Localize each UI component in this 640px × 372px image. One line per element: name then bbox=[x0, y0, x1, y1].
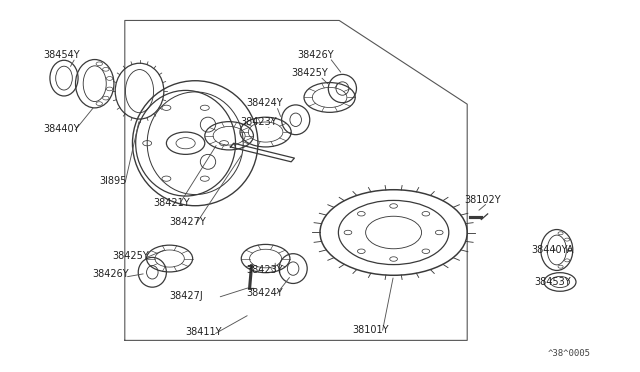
Text: 38424Y: 38424Y bbox=[246, 98, 283, 108]
Text: 38101Y: 38101Y bbox=[352, 325, 388, 335]
Text: 38427J: 38427J bbox=[170, 291, 204, 301]
Text: 38440YA: 38440YA bbox=[531, 245, 573, 255]
Text: 38423Y: 38423Y bbox=[246, 265, 283, 275]
Text: 38454Y: 38454Y bbox=[44, 49, 80, 60]
Text: 38453Y: 38453Y bbox=[534, 276, 571, 286]
Text: 38424Y: 38424Y bbox=[246, 288, 283, 298]
Text: 38425Y: 38425Y bbox=[291, 68, 328, 78]
Text: ^38^0005: ^38^0005 bbox=[547, 349, 590, 358]
Text: 38426Y: 38426Y bbox=[298, 49, 334, 60]
Text: 3l895: 3l895 bbox=[99, 176, 127, 186]
Text: 38421Y: 38421Y bbox=[154, 198, 190, 208]
Text: 38427Y: 38427Y bbox=[170, 217, 206, 227]
Text: 38102Y: 38102Y bbox=[464, 195, 500, 205]
Text: 38423Y: 38423Y bbox=[240, 116, 276, 126]
Text: 38425Y: 38425Y bbox=[112, 250, 148, 260]
Text: 38411Y: 38411Y bbox=[186, 327, 222, 337]
Text: 38426Y: 38426Y bbox=[93, 269, 129, 279]
Text: 38440Y: 38440Y bbox=[44, 124, 80, 134]
